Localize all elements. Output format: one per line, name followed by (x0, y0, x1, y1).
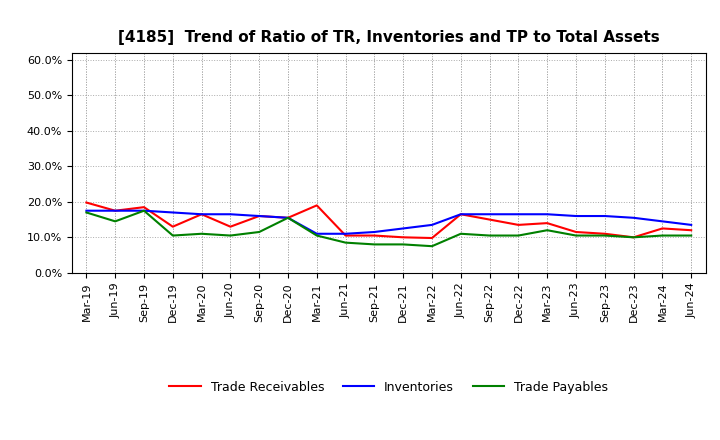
Trade Payables (168, 233, 177, 238)
Trade Payables (629, 235, 638, 240)
Trade Payables (341, 240, 350, 245)
Trade Payables (687, 233, 696, 238)
Trade Payables (399, 242, 408, 247)
Trade Payables (428, 244, 436, 249)
Trade Receivables (168, 224, 177, 229)
Inventories (370, 229, 379, 235)
Trade Receivables (140, 205, 148, 210)
Inventories (514, 212, 523, 217)
Inventories (658, 219, 667, 224)
Trade Payables (370, 242, 379, 247)
Inventories (428, 222, 436, 227)
Trade Receivables (370, 233, 379, 238)
Trade Receivables (629, 235, 638, 240)
Trade Payables (226, 233, 235, 238)
Legend: Trade Receivables, Inventories, Trade Payables: Trade Receivables, Inventories, Trade Pa… (164, 376, 613, 399)
Trade Receivables (658, 226, 667, 231)
Inventories (255, 213, 264, 219)
Inventories (543, 212, 552, 217)
Trade Payables (658, 233, 667, 238)
Inventories (140, 208, 148, 213)
Inventories (197, 212, 206, 217)
Trade Payables (485, 233, 494, 238)
Trade Receivables (197, 212, 206, 217)
Trade Receivables (514, 222, 523, 227)
Trade Receivables (255, 213, 264, 219)
Inventories (111, 208, 120, 213)
Inventories (629, 215, 638, 220)
Trade Payables (197, 231, 206, 236)
Line: Trade Payables: Trade Payables (86, 211, 691, 246)
Trade Receivables (312, 203, 321, 208)
Trade Payables (572, 233, 580, 238)
Trade Receivables (600, 231, 609, 236)
Trade Payables (82, 210, 91, 215)
Trade Receivables (341, 233, 350, 238)
Trade Receivables (428, 235, 436, 241)
Trade Payables (111, 219, 120, 224)
Trade Receivables (543, 220, 552, 226)
Inventories (82, 208, 91, 213)
Trade Payables (140, 208, 148, 213)
Trade Receivables (284, 215, 292, 220)
Trade Payables (284, 215, 292, 220)
Line: Trade Receivables: Trade Receivables (86, 202, 691, 238)
Inventories (341, 231, 350, 236)
Trade Receivables (111, 208, 120, 213)
Trade Payables (255, 229, 264, 235)
Inventories (226, 212, 235, 217)
Trade Receivables (82, 200, 91, 205)
Trade Payables (600, 233, 609, 238)
Trade Payables (456, 231, 465, 236)
Title: [4185]  Trend of Ratio of TR, Inventories and TP to Total Assets: [4185] Trend of Ratio of TR, Inventories… (118, 29, 660, 45)
Inventories (572, 213, 580, 219)
Trade Payables (514, 233, 523, 238)
Trade Receivables (572, 229, 580, 235)
Inventories (485, 212, 494, 217)
Trade Receivables (687, 227, 696, 233)
Trade Payables (312, 233, 321, 238)
Inventories (600, 213, 609, 219)
Inventories (168, 210, 177, 215)
Inventories (687, 222, 696, 227)
Inventories (456, 212, 465, 217)
Line: Inventories: Inventories (86, 211, 691, 234)
Trade Receivables (226, 224, 235, 229)
Trade Receivables (485, 217, 494, 222)
Inventories (284, 215, 292, 220)
Trade Receivables (399, 235, 408, 240)
Trade Payables (543, 227, 552, 233)
Trade Receivables (456, 212, 465, 217)
Inventories (399, 226, 408, 231)
Inventories (312, 231, 321, 236)
